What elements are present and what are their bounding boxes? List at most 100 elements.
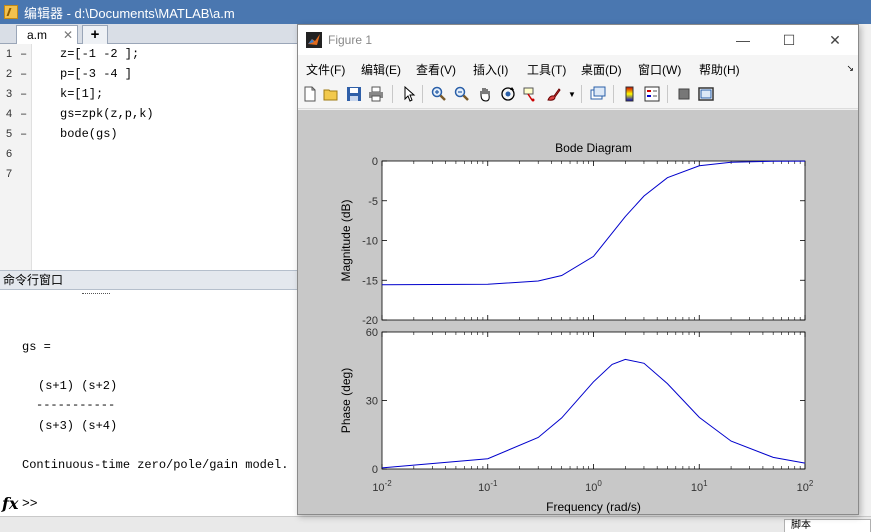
line-number: 1 (6, 48, 13, 60)
output-line: (s+1) (s+2) (38, 379, 118, 393)
x-tick-label: 10-1 (478, 479, 498, 494)
matlab-logo-icon (306, 32, 322, 48)
command-prompt[interactable]: >> (22, 496, 38, 511)
command-window[interactable]: gs = (s+1) (s+2) ----------- (s+3) (s+4)… (0, 290, 297, 516)
menu-insert[interactable]: 插入(I) (473, 63, 509, 77)
menu-help[interactable]: 帮助(H) (699, 63, 740, 77)
toolbar-separator (613, 85, 614, 103)
editor-app-icon (4, 5, 18, 19)
code-line[interactable]: 1– z=[-1 -2 ]; (0, 44, 297, 64)
figure-menu-bar: 文件(F) 编辑(E) 查看(V) 插入(I) 工具(T) 桌面(D) 窗口(W… (298, 55, 858, 79)
figure-window: Figure 1 — ☐ ✕ 文件(F) 编辑(E) 查看(V) 插入(I) 工… (297, 24, 859, 515)
zoom-in-icon[interactable] (431, 86, 447, 102)
scroll-remnant (82, 290, 110, 294)
code-text: p=[-3 -4 ] (60, 67, 133, 81)
close-icon[interactable]: ✕ (62, 28, 73, 42)
figure-canvas[interactable]: Bode Diagram 0 -5 -10 -15 -20 Magnitude (dB) 60… (298, 110, 858, 514)
menu-view[interactable]: 查看(V) (416, 63, 456, 77)
zoom-out-icon[interactable] (454, 86, 470, 102)
line-number: 4 (6, 108, 13, 120)
close-window-icon[interactable]: ✕ (829, 32, 841, 48)
code-text: bode(gs) (60, 127, 118, 141)
output-line: (s+3) (s+4) (38, 419, 118, 433)
x-tick-label: 100 (585, 479, 602, 494)
figure-title-bar: Figure 1 — ☐ ✕ (298, 25, 858, 55)
code-line[interactable]: 6 (0, 144, 297, 164)
code-text: k=[1]; (60, 87, 104, 101)
breakpoint-marker[interactable]: – (20, 47, 28, 61)
output-line: ----------- (36, 398, 116, 412)
tab-label: a.m (27, 28, 48, 42)
menu-edit[interactable]: 编辑(E) (361, 63, 401, 77)
code-line[interactable]: 3– k=[1]; (0, 84, 297, 104)
menu-tools[interactable]: 工具(T) (527, 63, 567, 77)
editor-title-bar: 编辑器 - d:\Documents\MATLAB\a.m (0, 0, 871, 24)
y-tick-label: -20 (362, 315, 378, 327)
line-number: 7 (6, 168, 13, 180)
print-icon[interactable] (368, 86, 384, 102)
brush-dropdown-icon[interactable]: ▼ (568, 90, 576, 99)
y-tick-label: 30 (366, 396, 378, 408)
pointer-icon[interactable] (401, 86, 417, 102)
hide-plot-tools-icon[interactable] (676, 86, 692, 102)
editor-title: 编辑器 - d:\Documents\MATLAB\a.m (24, 5, 235, 21)
toolbar-separator (581, 85, 582, 103)
tab-a-m[interactable]: a.m ✕ (16, 25, 78, 44)
data-cursor-icon[interactable] (523, 86, 539, 102)
y-tick-label: 0 (372, 464, 378, 476)
pan-icon[interactable] (477, 86, 493, 102)
code-line[interactable]: 5– bode(gs) (0, 124, 297, 144)
link-plot-icon[interactable] (590, 86, 606, 102)
line-number: 5 (6, 128, 13, 140)
legend-icon[interactable] (644, 86, 660, 102)
plot-area[interactable] (381, 160, 806, 321)
brush-icon[interactable] (546, 86, 562, 102)
open-file-icon[interactable] (323, 86, 339, 102)
y-tick-label: -10 (362, 236, 378, 248)
colorbar-icon[interactable] (622, 86, 638, 102)
line-number: 2 (6, 68, 13, 80)
x-tick-label: 101 (691, 479, 708, 494)
editor-tab-bar: a.m ✕ + (0, 24, 297, 44)
x-axis-label: Frequency (rad/s) (546, 500, 641, 514)
breakpoint-marker[interactable]: – (20, 127, 28, 141)
y-tick-label: 0 (372, 156, 378, 168)
minimize-icon[interactable]: — (736, 32, 750, 48)
y-tick-label: -5 (368, 196, 378, 208)
save-icon[interactable] (346, 86, 362, 102)
line-number: 3 (6, 88, 13, 100)
code-line[interactable]: 4– gs=zpk(z,p,k) (0, 104, 297, 124)
code-text: gs=zpk(z,p,k) (60, 107, 154, 121)
breakpoint-marker[interactable]: – (20, 87, 28, 101)
code-line[interactable]: 7 (0, 164, 297, 184)
toolbar-separator (422, 85, 423, 103)
chart-title: Bode Diagram (555, 141, 632, 155)
toolbar-separator (392, 85, 393, 103)
maximize-icon[interactable]: ☐ (782, 32, 796, 48)
figure-title: Figure 1 (328, 33, 373, 47)
rotate-icon[interactable] (500, 86, 516, 102)
breakpoint-marker[interactable]: – (20, 67, 28, 81)
bode-diagram[interactable]: Bode Diagram 0 -5 -10 -15 -20 Magnitude (dB) 60… (298, 110, 858, 514)
new-figure-icon[interactable] (302, 86, 318, 102)
line-number: 6 (6, 148, 13, 160)
menu-desktop[interactable]: 桌面(D) (581, 63, 622, 77)
toolbar-separator (667, 85, 668, 103)
menu-window[interactable]: 窗口(W) (638, 63, 682, 77)
code-editor[interactable]: 1– z=[-1 -2 ]; 2– p=[-3 -4 ] 3– k=[1]; 4– gs=zp… (0, 44, 297, 270)
y-axis-label: Phase (deg) (339, 368, 353, 433)
status-box: 脚本 (784, 519, 871, 532)
line-gutter (0, 44, 32, 270)
output-line: Continuous-time zero/pole/gain model. (22, 458, 289, 472)
add-tab-button[interactable]: + (82, 25, 108, 44)
menu-overflow-icon[interactable]: ↘ (846, 63, 854, 73)
code-text: z=[-1 -2 ]; (60, 47, 140, 61)
y-tick-label: 60 (366, 327, 378, 339)
breakpoint-marker[interactable]: – (20, 107, 28, 121)
x-tick-label: 10-2 (372, 479, 392, 494)
menu-file[interactable]: 文件(F) (306, 63, 346, 77)
code-line[interactable]: 2– p=[-3 -4 ] (0, 64, 297, 84)
show-plot-tools-icon[interactable] (698, 86, 714, 102)
function-browser-icon[interactable]: fx (2, 494, 19, 513)
plot-area[interactable] (381, 331, 806, 470)
